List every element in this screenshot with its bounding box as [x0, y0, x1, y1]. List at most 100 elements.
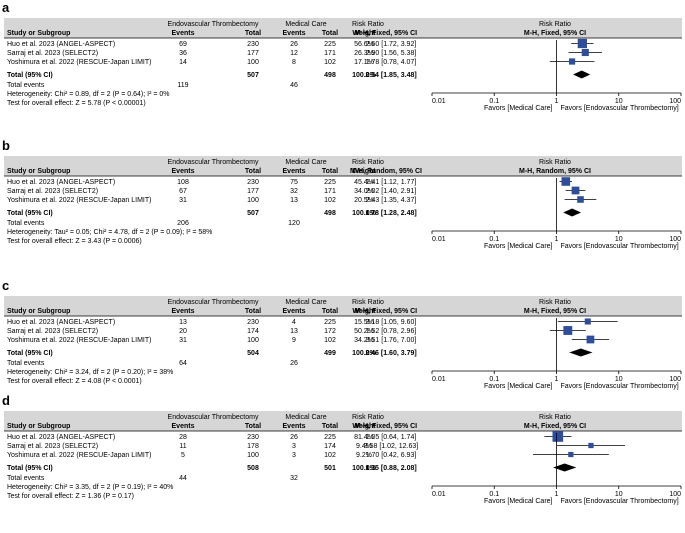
favors-left-label: Favors [Medical Care]	[484, 383, 553, 390]
x-tick-label: 100	[669, 98, 681, 105]
weight-value: 56.6%	[354, 41, 374, 48]
heterogeneity-stat: Heterogeneity: Chi² = 0.89, df = 2 (P = …	[7, 91, 170, 98]
panel-letter: a	[2, 0, 10, 15]
plot-risk-ratio-header: Risk Ratio	[539, 299, 571, 306]
risk-ratio-ci: 1.78 [0.78, 4.07]	[366, 59, 417, 66]
total-label: Total (95% CI)	[7, 210, 53, 217]
total-events2: 32	[290, 475, 298, 482]
total-events-label: Total events	[7, 82, 45, 89]
study-marker	[577, 38, 587, 49]
total2-value: 174	[324, 443, 336, 450]
risk-ratio-ci: 3.58 [1.02, 12.63]	[364, 443, 419, 450]
total1-value: 100	[247, 452, 259, 459]
events2-value: 75	[290, 179, 298, 186]
study-row: Sarraj et al. 2023 (SELECT2) 67 177 32 171 34…	[7, 188, 416, 195]
events1-value: 108	[177, 179, 189, 186]
risk-ratio-ci: 2.90 [1.56, 5.38]	[366, 50, 417, 57]
total1-header: Total	[245, 423, 261, 430]
total2-header: Total	[322, 30, 338, 37]
x-tick-label: 10	[615, 376, 623, 383]
study-name: Yoshimura et al. 2022 (RESCUE-Japan LIMI…	[7, 59, 151, 66]
favors-right-label: Favors [Endovascular Thrombectomy]	[561, 243, 679, 250]
events1-value: 11	[179, 443, 186, 450]
plot-method-header: M-H, Fixed, 95% CI	[524, 30, 586, 37]
total1-sum: 504	[247, 350, 259, 357]
total-weight: 100.0%	[352, 465, 377, 472]
risk-ratio-ci: 2.02 [1.40, 2.91]	[366, 188, 417, 195]
table-header-bg	[4, 411, 432, 431]
study-name: Huo et al. 2023 (ANGEL-ASPECT)	[7, 434, 115, 441]
total-ci: 1.35 [0.88, 2.08]	[365, 465, 416, 472]
study-row: Huo et al. 2023 (ANGEL-ASPECT) 28 230 26 225…	[7, 434, 416, 441]
total2-value: 102	[324, 452, 336, 459]
risk-ratio-ci: 2.43 [1.35, 4.37]	[366, 197, 417, 204]
weight-value: 81.4%	[354, 434, 374, 441]
risk-ratio-ci: 1.41 [1.12, 1.77]	[366, 179, 417, 186]
plot-method-header: M-H, Random, 95% CI	[519, 168, 591, 175]
x-tick-label: 1	[555, 491, 559, 498]
total2-header: Total	[322, 423, 338, 430]
group1-header: Endovascular Thrombectomy	[168, 414, 259, 421]
total-events1: 119	[177, 82, 188, 89]
events2-header: Events	[283, 423, 306, 430]
pooled-diamond	[573, 70, 591, 79]
study-row: Yoshimura et al. 2022 (RESCUE-Japan LIMI…	[7, 452, 416, 459]
x-tick-label: 10	[615, 236, 623, 243]
study-name: Yoshimura et al. 2022 (RESCUE-Japan LIMI…	[7, 452, 151, 459]
study-marker	[561, 177, 571, 186]
events1-value: 36	[179, 50, 187, 57]
events2-value: 32	[290, 188, 298, 195]
x-tick-label: 100	[669, 236, 681, 243]
risk-ratio-ci: 1.70 [0.42, 6.93]	[366, 452, 417, 459]
total-ci: 2.46 [1.60, 3.79]	[365, 350, 416, 357]
study-header: Study or Subgroup	[7, 423, 70, 430]
table-header-bg	[4, 18, 432, 38]
total1-value: 174	[247, 328, 259, 335]
events2-value: 8	[292, 59, 296, 66]
events1-value: 20	[179, 328, 187, 335]
study-marker	[568, 58, 576, 65]
x-tick-label: 100	[669, 376, 681, 383]
overall-effect-stat: Test for overall effect: Z = 3.43 (P = 0…	[7, 238, 142, 245]
overall-effect-stat: Test for overall effect: Z = 4.08 (P < 0…	[7, 378, 142, 385]
x-tick-label: 1	[555, 376, 559, 383]
total-events-label: Total events	[7, 475, 45, 482]
weight-header: Weight	[352, 308, 376, 315]
weight-value: 50.2%	[354, 328, 374, 335]
risk-ratio-ci: 3.51 [1.76, 7.00]	[366, 337, 417, 344]
group2-header: Medical Care	[285, 159, 326, 166]
x-tick-label: 0.01	[432, 98, 446, 105]
panel-letter: c	[2, 278, 9, 293]
total1-value: 230	[247, 319, 259, 326]
favors-left-label: Favors [Medical Care]	[484, 498, 553, 505]
plot-header-bg	[432, 411, 682, 431]
study-row: Sarraj et al. 2023 (SELECT2) 20 174 13 172 50…	[7, 328, 416, 335]
study-row: Huo et al. 2023 (ANGEL-ASPECT) 69 230 26 225…	[7, 41, 416, 48]
forest-panel-a: a Endovascular Thrombectomy Medical Care Ri…	[2, 0, 682, 112]
forest-panel-c: c Endovascular Thrombectomy Medical Care Ri…	[2, 278, 682, 390]
total-label: Total (95% CI)	[7, 350, 53, 357]
x-tick-label: 0.01	[432, 376, 446, 383]
total1-value: 100	[247, 197, 259, 204]
total1-value: 177	[247, 188, 259, 195]
events2-value: 12	[290, 50, 298, 57]
events1-header: Events	[172, 423, 195, 430]
events2-header: Events	[283, 168, 306, 175]
events2-value: 26	[290, 41, 298, 48]
events1-header: Events	[172, 30, 195, 37]
study-row: Sarraj et al. 2023 (SELECT2) 36 177 12 171 26…	[7, 50, 416, 57]
events1-value: 31	[179, 337, 187, 344]
pooled-diamond	[563, 208, 582, 217]
plot-risk-ratio-header: Risk Ratio	[539, 21, 571, 28]
total1-header: Total	[245, 308, 261, 315]
total1-header: Total	[245, 168, 261, 175]
plot-method-header: M-H, Fixed, 95% CI	[524, 308, 586, 315]
study-marker	[584, 318, 591, 325]
study-header: Study or Subgroup	[7, 30, 70, 37]
events2-header: Events	[283, 30, 306, 37]
x-tick-label: 0.01	[432, 236, 446, 243]
table-header-bg	[4, 296, 432, 316]
overall-effect-stat: Test for overall effect: Z = 1.36 (P = 0…	[7, 493, 134, 500]
total-events2: 46	[290, 82, 298, 89]
